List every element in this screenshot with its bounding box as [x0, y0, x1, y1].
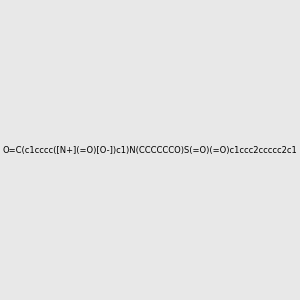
- Text: O=C(c1cccc([N+](=O)[O-])c1)N(CCCCCCO)S(=O)(=O)c1ccc2ccccc2c1: O=C(c1cccc([N+](=O)[O-])c1)N(CCCCCCO)S(=…: [3, 146, 297, 154]
